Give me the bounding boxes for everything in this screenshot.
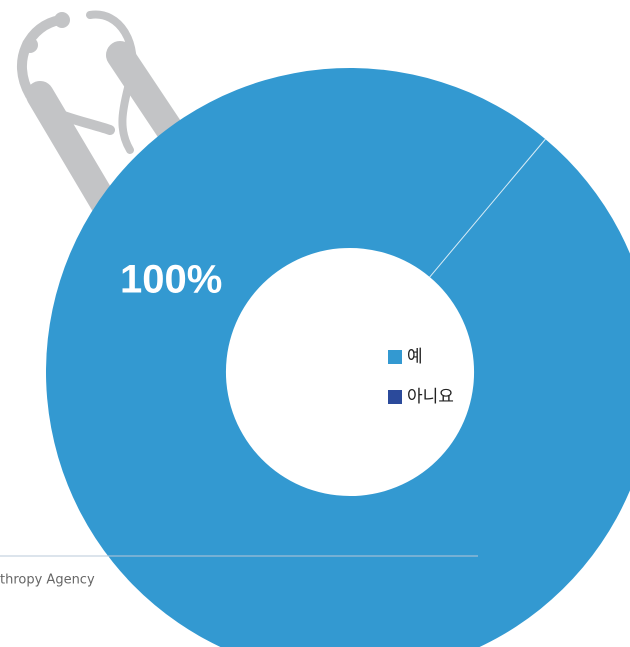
donut-slice [46,68,630,647]
footer-text: thropy Agency [0,573,95,588]
data-label: 100% [120,258,222,302]
legend-swatch [388,390,402,404]
legend-swatch [388,350,402,364]
legend-label: 예 [407,347,423,367]
legend-label: 아니요 [407,387,454,407]
page: 100%예아니요 thropy Agency (() => { const da… [0,0,630,647]
chart: 100% 예아니요 thropy Agency [0,0,630,647]
